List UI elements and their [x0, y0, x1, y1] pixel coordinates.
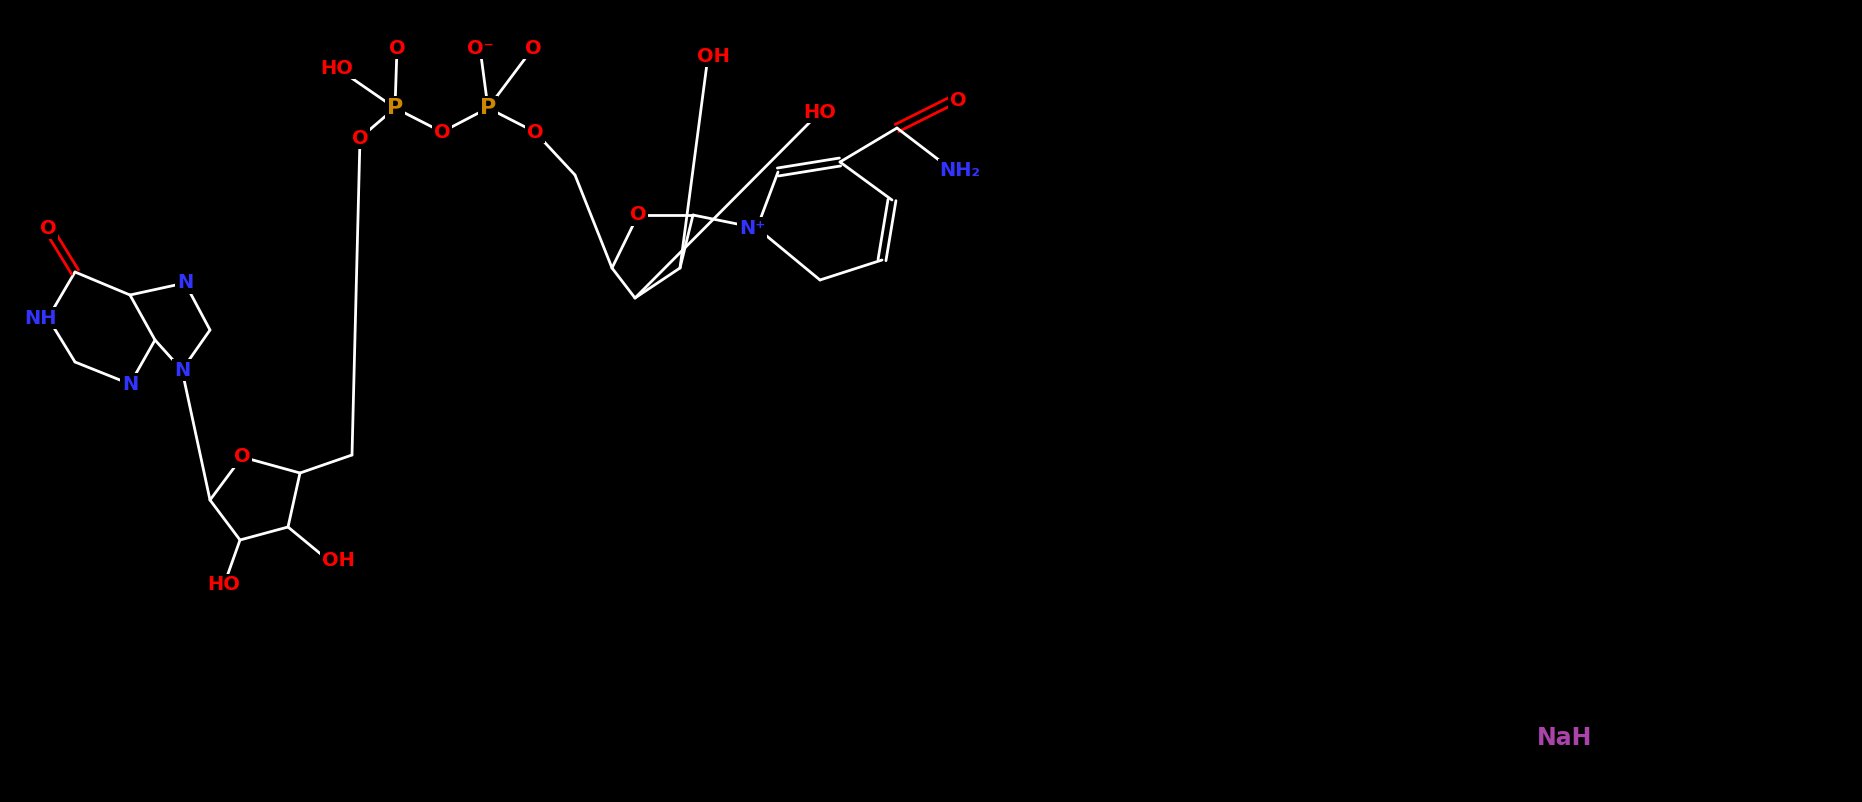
- Text: OH: OH: [322, 550, 354, 569]
- Text: HO: HO: [207, 576, 240, 594]
- Text: NH₂: NH₂: [940, 160, 981, 180]
- Text: O: O: [39, 218, 56, 237]
- Text: NaH: NaH: [1538, 726, 1592, 750]
- Text: N: N: [121, 375, 138, 394]
- Text: HO: HO: [804, 103, 836, 121]
- Text: O: O: [527, 123, 544, 141]
- Text: N⁺: N⁺: [739, 218, 765, 237]
- Text: HO: HO: [320, 59, 354, 78]
- Text: O: O: [525, 38, 542, 58]
- Text: O: O: [352, 128, 369, 148]
- Text: NH: NH: [24, 309, 56, 327]
- Text: N: N: [173, 361, 190, 379]
- Text: N: N: [177, 273, 194, 293]
- Text: P: P: [387, 98, 404, 118]
- Text: O: O: [950, 91, 966, 110]
- Text: OH: OH: [696, 47, 730, 66]
- Text: O⁻: O⁻: [467, 38, 493, 58]
- Text: P: P: [480, 98, 495, 118]
- Text: O: O: [629, 205, 646, 225]
- Text: O: O: [434, 123, 451, 141]
- Text: O: O: [389, 38, 406, 58]
- Text: O: O: [235, 448, 250, 467]
